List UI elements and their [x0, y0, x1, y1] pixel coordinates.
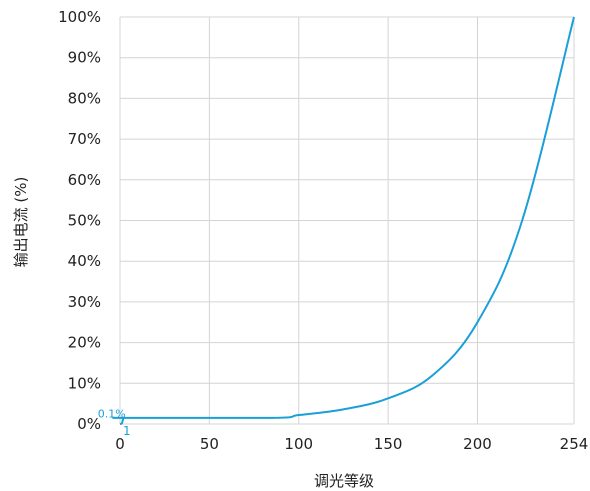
y-tick-label: 90% — [68, 49, 101, 67]
annotation-label: 1 — [123, 424, 131, 438]
y-tick-labels: 0% 10% 20% 30% 40% 50% 60% 70% 80% 90% 100% — [58, 8, 101, 433]
x-tick-labels: 0 50 100 150 200 254 — [115, 435, 588, 453]
x-tick-label: 50 — [200, 435, 219, 453]
y-axis-title: 输出电流 (%) — [12, 177, 30, 268]
x-tick-label: 0 — [115, 435, 125, 453]
annotation-label: 0.1% — [98, 408, 126, 421]
x-tick-label: 254 — [560, 435, 589, 453]
y-tick-label: 50% — [68, 212, 101, 230]
series-line — [112, 16, 575, 425]
y-tick-label: 60% — [68, 171, 101, 189]
y-tick-label: 30% — [68, 293, 101, 311]
y-tick-label: 10% — [68, 374, 101, 392]
y-tick-label: 100% — [58, 8, 101, 26]
annotations: 0.1% 1 — [98, 408, 131, 438]
y-tick-label: 20% — [68, 334, 101, 352]
grid — [119, 16, 575, 425]
x-tick-label: 150 — [374, 435, 403, 453]
x-tick-label: 200 — [463, 435, 492, 453]
y-tick-label: 40% — [68, 252, 101, 270]
y-tick-label: 70% — [68, 130, 101, 148]
y-tick-label: 0% — [77, 415, 101, 433]
y-tick-label: 80% — [68, 89, 101, 107]
x-axis-title: 调光等级 — [314, 472, 374, 490]
x-tick-label: 100 — [284, 435, 313, 453]
